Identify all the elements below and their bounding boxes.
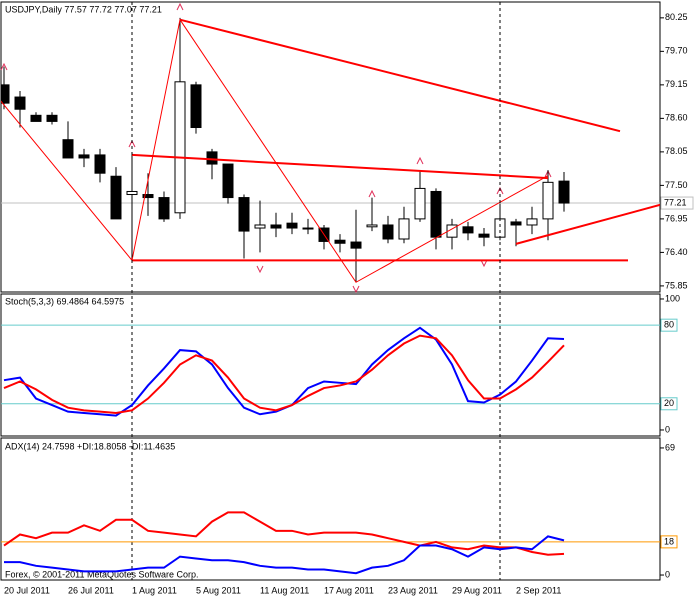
candle-body	[30, 114, 42, 122]
series-line	[3, 334, 565, 414]
x-tick-label: 26 Jul 2011	[68, 585, 114, 595]
candle-body	[462, 226, 474, 234]
candle-body	[110, 175, 122, 220]
trendline	[179, 18, 621, 133]
candle-body	[542, 181, 554, 220]
candle-body	[174, 81, 186, 214]
trendline	[515, 203, 660, 245]
price-panel	[0, 1, 661, 293]
candle-body	[494, 218, 506, 238]
candle-body	[558, 180, 570, 204]
candle-body	[526, 218, 538, 226]
fractal-up	[0, 62, 8, 71]
level-label: 18	[664, 536, 674, 546]
level-label-box	[660, 318, 678, 332]
level-label-box	[660, 535, 678, 549]
x-tick-label: 11 Aug 2011	[260, 585, 309, 595]
candle-body	[286, 222, 298, 229]
candle-body	[94, 154, 106, 174]
y-tick-label: 0	[665, 569, 670, 579]
y-tick-label: 78.60	[665, 113, 688, 123]
y-tick-label: 69	[665, 442, 675, 452]
candle-body	[142, 194, 154, 199]
candle-body	[254, 224, 266, 229]
candle-body	[430, 190, 442, 238]
x-tick-label: 23 Aug 2011	[388, 585, 438, 595]
level-label-box	[660, 397, 678, 411]
adx-title: ADX(14) 24.7598 +DI:18.8058 -DI:11.4635	[5, 441, 175, 451]
x-tick-label: 5 Aug 2011	[196, 585, 241, 595]
candle-body	[478, 233, 490, 238]
candle-body	[190, 84, 202, 129]
candle-body	[350, 241, 362, 249]
candle-body	[46, 114, 58, 122]
x-tick-label: 29 Aug 2011	[452, 585, 502, 595]
level-label: 80	[664, 320, 674, 330]
candle-body	[62, 139, 74, 159]
candle-body	[414, 187, 426, 220]
fractal-down	[256, 265, 264, 274]
fractal-up	[368, 189, 376, 198]
y-tick-label: 78.05	[665, 146, 688, 156]
candle-body	[14, 96, 26, 110]
candle-body	[398, 218, 410, 240]
candle-body	[382, 224, 394, 240]
candle-body	[158, 197, 170, 220]
candle-body	[222, 163, 234, 199]
series-line	[3, 511, 565, 556]
candle-body	[366, 224, 378, 228]
y-tick-label: 75.85	[665, 280, 688, 290]
candle-body	[78, 154, 90, 159]
last-price-label: 77.21	[664, 197, 687, 207]
fractal-down	[352, 285, 360, 294]
y-tick-label: 79.70	[665, 46, 688, 56]
x-tick-label: 1 Aug 2011	[132, 585, 177, 595]
panel-layer	[1, 511, 660, 575]
y-tick-label: 76.95	[665, 213, 688, 223]
y-tick-label: 100	[665, 293, 680, 303]
series-line	[4, 535, 565, 575]
x-tick-label: 2 Sep 2011	[516, 585, 561, 595]
candle-body	[446, 224, 458, 238]
x-tick-label: 20 Jul 2011	[4, 585, 50, 595]
candle-body	[270, 224, 282, 229]
copyright: Forex, © 2001-2011 MetaQuotes Software C…	[5, 569, 199, 579]
y-tick-label: 77.50	[665, 180, 688, 190]
fractal-down	[480, 259, 488, 268]
adx-panel	[0, 437, 661, 581]
candle-body	[206, 151, 218, 165]
y-tick-label: 80.25	[665, 12, 688, 22]
x-tick-label: 17 Aug 2011	[324, 585, 374, 595]
candle-body	[302, 227, 314, 230]
chart-title: USDJPY,Daily 77.57 77.72 77.07 77.21	[5, 4, 162, 14]
candle-body	[334, 239, 346, 244]
panel-layer	[1, 324, 660, 417]
y-tick-label: 79.15	[665, 79, 688, 89]
panel-layer	[1, 17, 660, 283]
candle-body	[1, 84, 10, 104]
y-tick-label: 0	[665, 424, 670, 434]
trendline	[131, 153, 549, 180]
stoch-title: Stoch(5,3,3) 69.4864 64.5975	[5, 296, 124, 306]
fractal-up	[176, 2, 184, 11]
y-tick-label: 76.40	[665, 247, 688, 257]
stoch-panel	[0, 293, 661, 437]
last-price-box	[660, 196, 694, 210]
fractal-up	[416, 156, 424, 165]
candle-body	[238, 197, 250, 232]
candle-body	[510, 221, 522, 226]
level-label: 20	[664, 398, 674, 408]
